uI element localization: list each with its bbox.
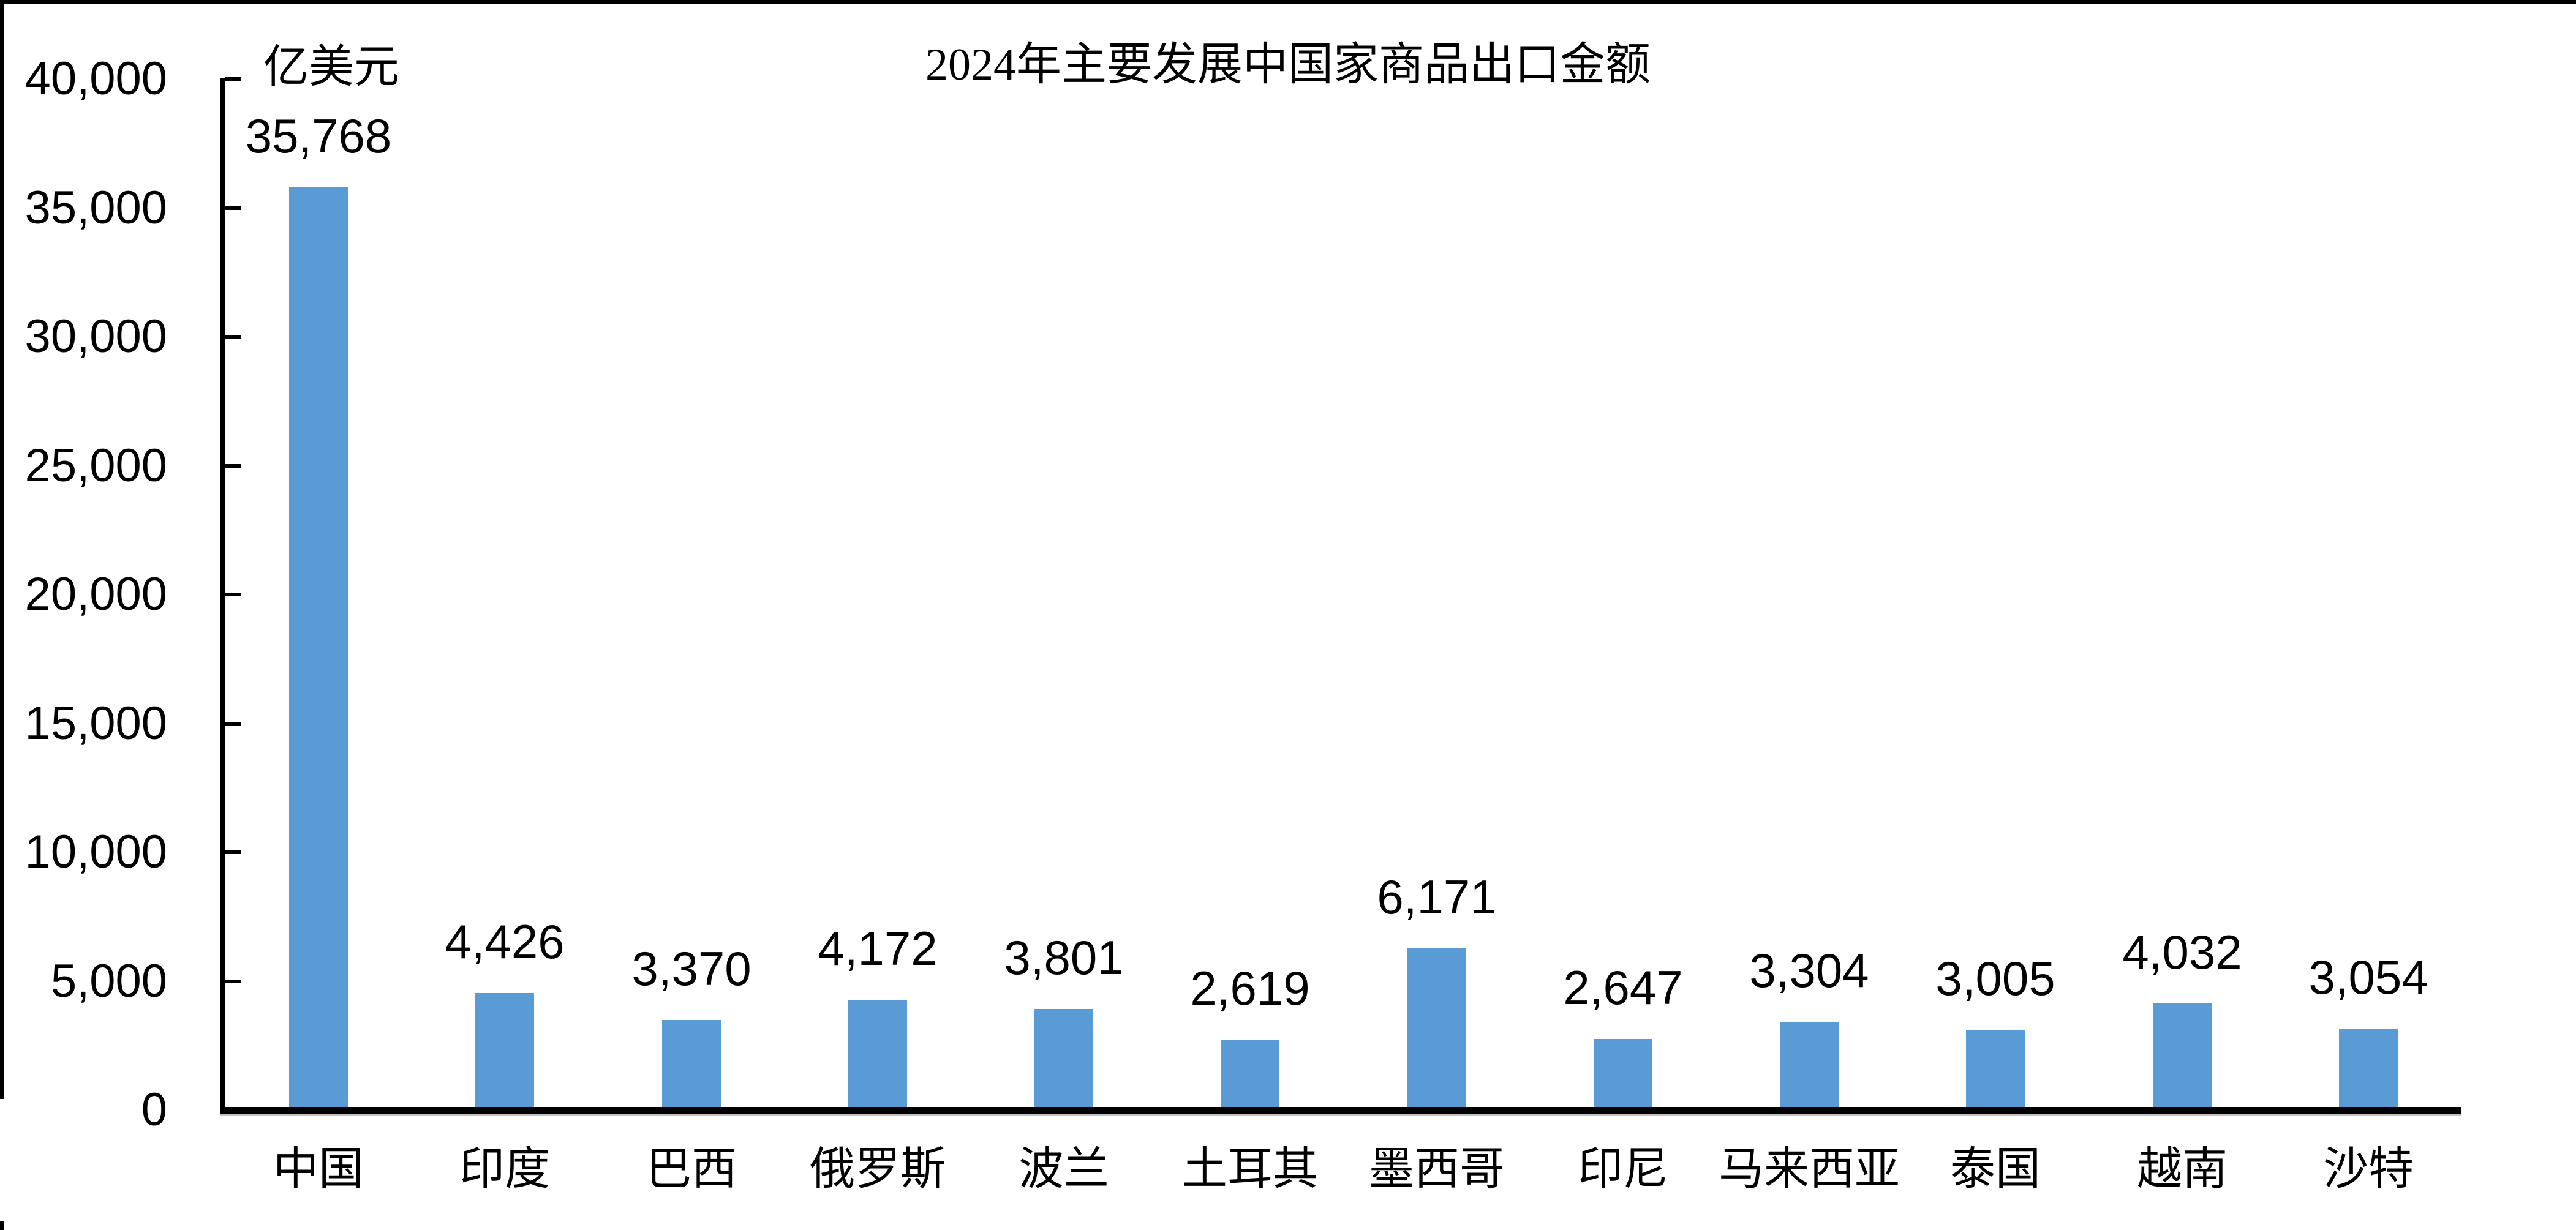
bar-印度 [475,993,534,1107]
bar-巴西 [662,1020,721,1107]
y-axis-tick [225,206,241,210]
y-axis-unit-label: 亿美元 [263,42,399,92]
category-label-马来西亚: 马来西亚 [1719,1144,1900,1194]
bar-value-label-俄罗斯: 4,172 [818,921,938,975]
bar-俄罗斯 [848,1000,907,1107]
category-label-巴西: 巴西 [646,1144,737,1194]
bar-印尼 [1594,1039,1652,1107]
y-axis-tick-label: 35,000 [24,181,167,234]
y-axis-tick [225,593,241,596]
bar-value-label-马来西亚: 3,304 [1749,943,1869,997]
bar-土耳其 [1221,1040,1279,1107]
bar-value-label-墨西哥: 6,171 [1377,870,1497,924]
bar-value-label-泰国: 3,005 [1935,951,2055,1005]
bar-中国 [289,187,348,1107]
bar-波兰 [1034,1009,1093,1107]
bar-沙特 [2339,1029,2398,1107]
category-label-印尼: 印尼 [1578,1144,1668,1194]
bar-泰国 [1966,1030,2025,1107]
category-label-墨西哥: 墨西哥 [1369,1144,1505,1194]
y-axis-line [220,78,225,1109]
y-axis-tick-label: 40,000 [24,53,167,105]
bar-value-label-越南: 4,032 [2122,925,2242,979]
bar-越南 [2153,1003,2212,1107]
y-axis-tick-label: 10,000 [24,826,167,878]
y-axis-tick [225,77,241,81]
category-label-越南: 越南 [2137,1144,2228,1194]
bar-value-label-沙特: 3,054 [2308,950,2428,1004]
y-axis-tick [225,979,241,983]
y-axis-tick-label: 5,000 [50,954,167,1007]
y-axis-tick [225,721,241,726]
x-axis-line [220,1107,2461,1114]
category-label-波兰: 波兰 [1019,1144,1109,1194]
bar-value-label-印尼: 2,647 [1563,961,1683,1014]
y-axis-tick-label: 15,000 [24,697,167,749]
y-axis-tick-label: 20,000 [24,568,167,620]
y-axis-tick [225,1108,241,1112]
category-label-沙特: 沙特 [2323,1144,2414,1194]
page-border-left [0,0,4,1099]
y-axis-tick [225,463,241,468]
bar-value-label-印度: 4,426 [445,915,565,969]
y-axis-tick [225,335,241,339]
y-axis-tick-label: 30,000 [24,310,167,362]
category-label-俄罗斯: 俄罗斯 [810,1144,946,1194]
bar-value-label-巴西: 3,370 [631,942,751,996]
category-label-土耳其: 土耳其 [1182,1144,1318,1194]
y-axis-tick-label: 0 [141,1084,167,1136]
y-axis-tick-label: 25,000 [24,439,167,492]
bar-墨西哥 [1407,948,1466,1107]
page-border-top [0,0,2576,4]
y-axis-tick [225,850,241,854]
bar-value-label-土耳其: 2,619 [1190,961,1310,1015]
category-label-印度: 印度 [459,1144,550,1194]
chart-title: 2024年主要发展中国家商品出口金额 [925,40,1651,90]
category-label-中国: 中国 [273,1144,364,1194]
page-border-left-bottom [0,1221,4,1230]
bar-value-label-波兰: 3,801 [1004,931,1124,984]
category-label-泰国: 泰国 [1950,1144,2041,1194]
bar-马来西亚 [1780,1022,1839,1107]
bar-value-label-中国: 35,768 [245,109,392,163]
